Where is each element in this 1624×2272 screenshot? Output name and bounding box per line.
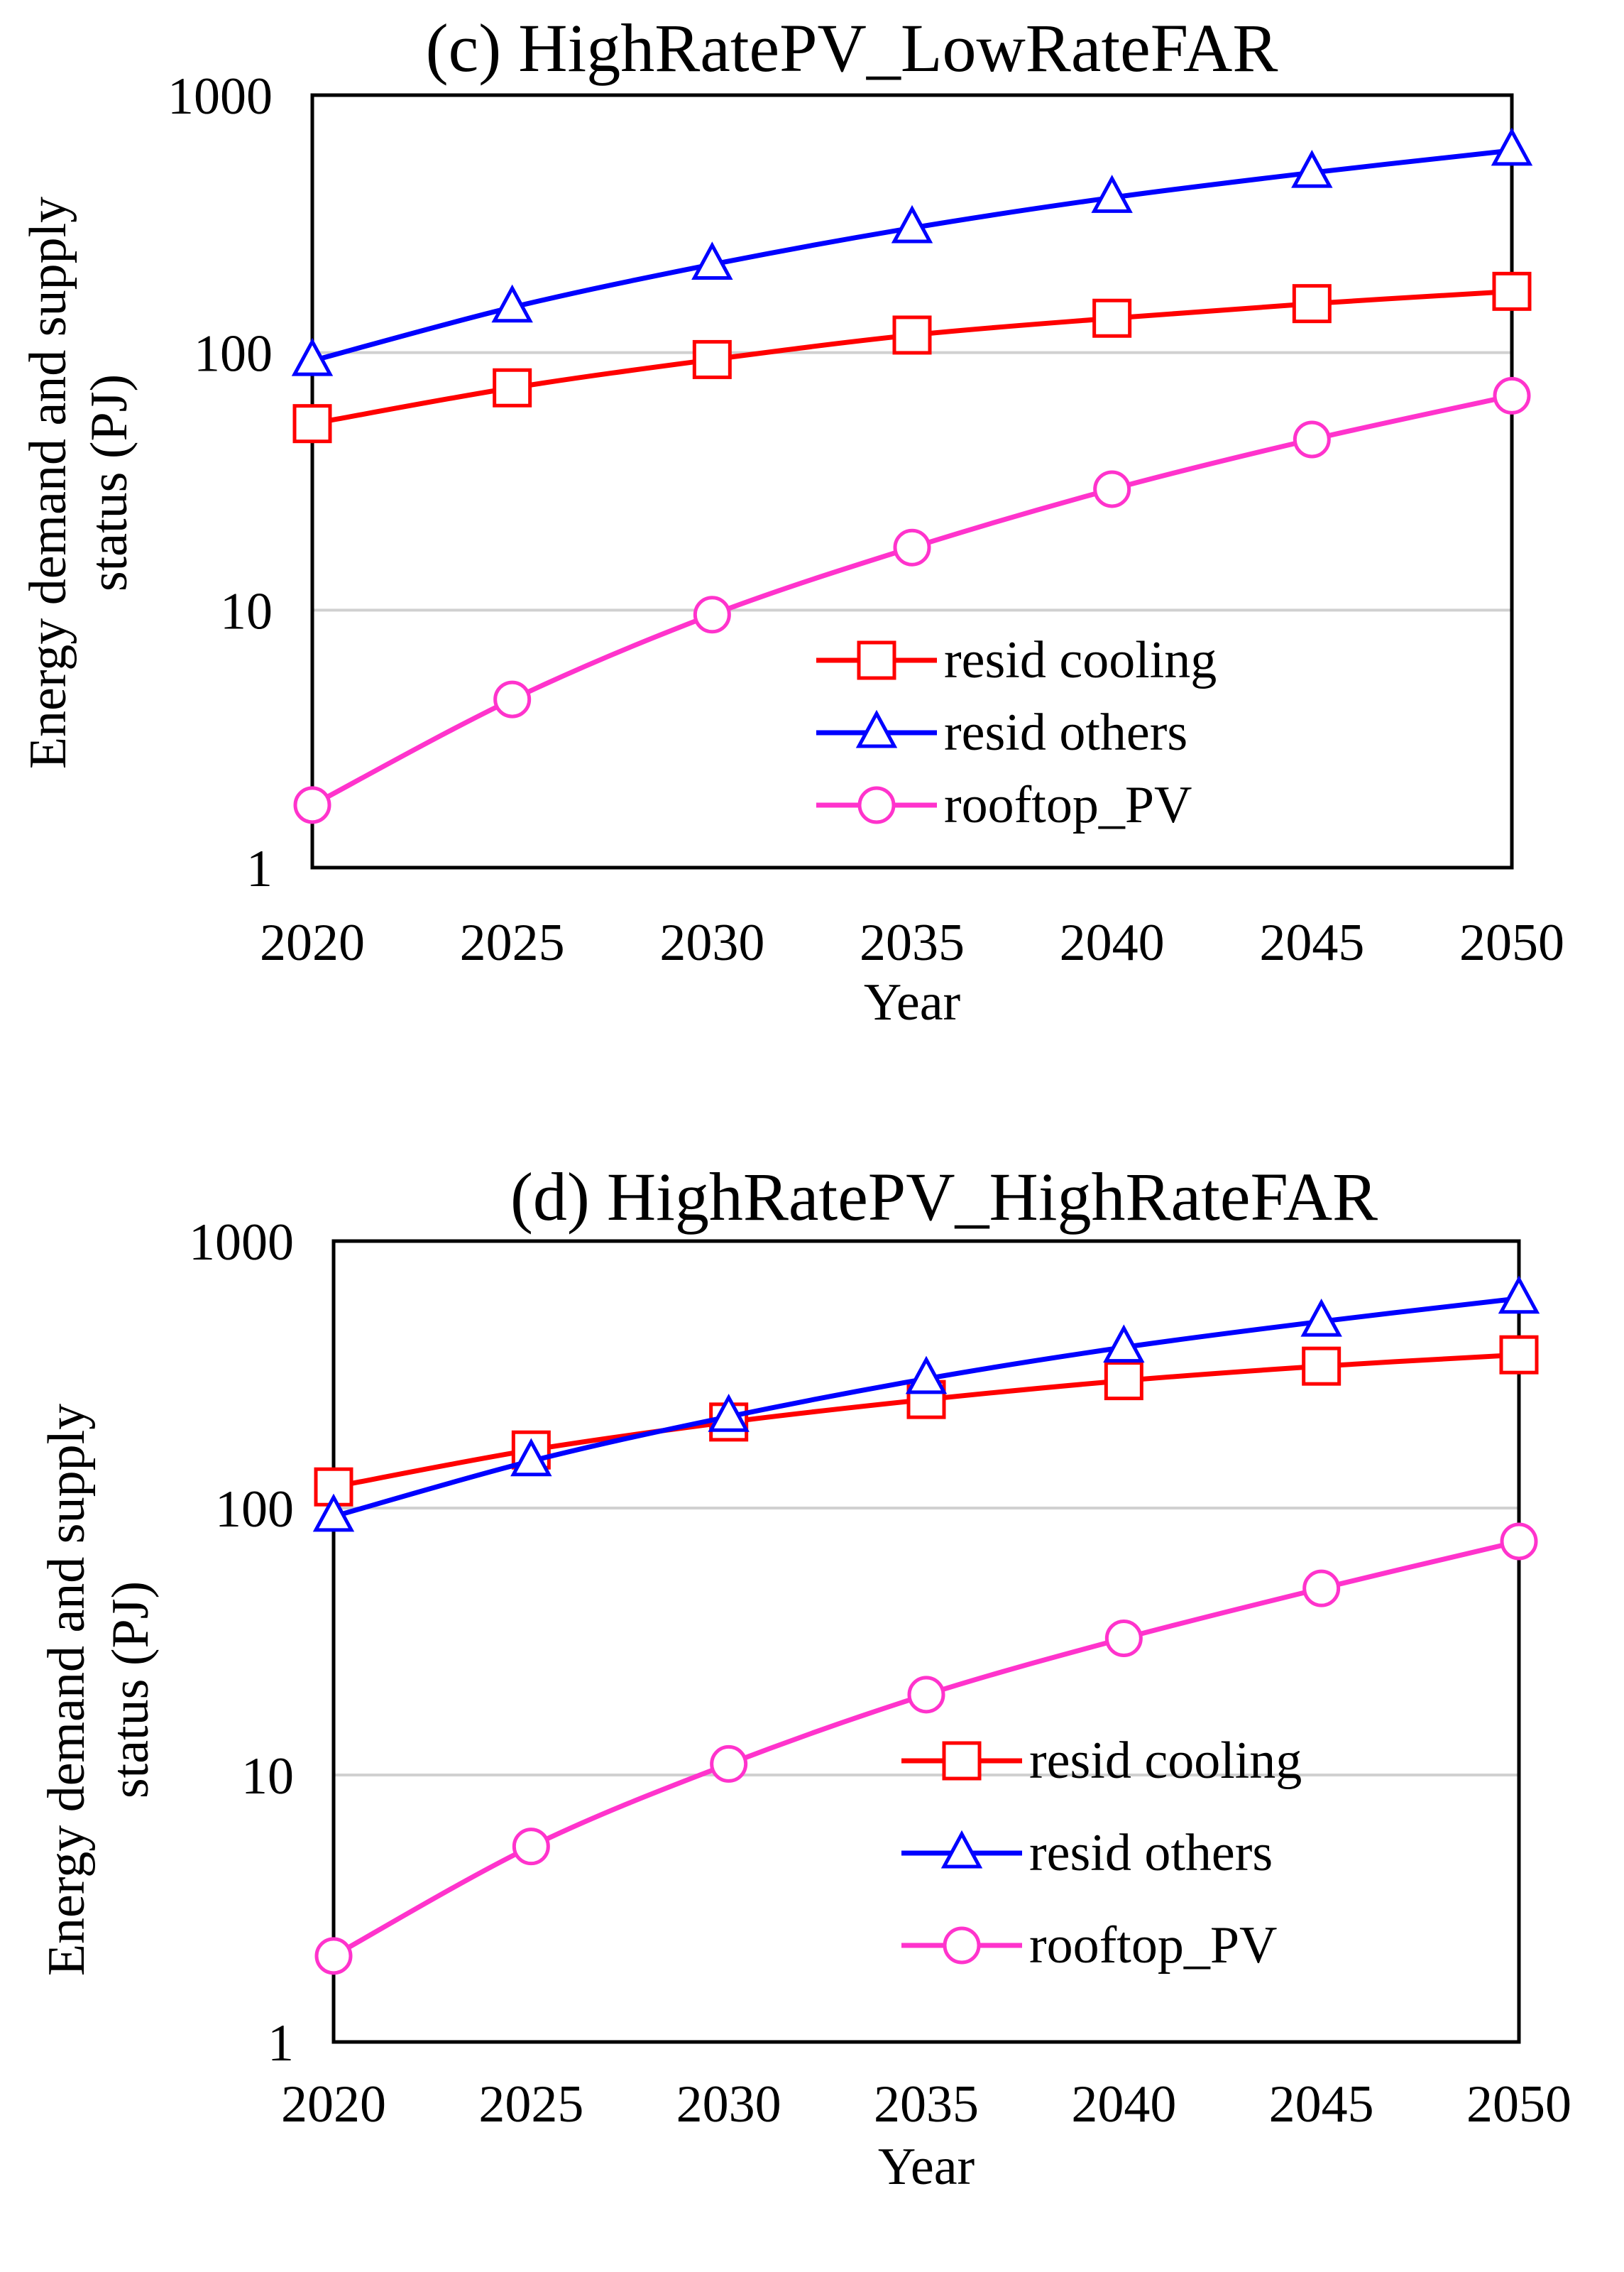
chart-c: (c) HighRatePV_LowRateFAR 1 10 100 1000 2020 2… [19, 10, 1564, 1032]
c-point-rooftop-pv-2040 [1093, 470, 1131, 508]
c-point-resid-others-2050 [1491, 127, 1533, 166]
c-y-tick-label: 1 [246, 840, 273, 898]
c-y-tick-label: 100 [194, 325, 273, 383]
d-point-resid-cooling-2040 [1104, 1361, 1143, 1401]
chart-c-svg: (c) HighRatePV_LowRateFAR 1 10 100 1000 2020 2… [19, 10, 1564, 1032]
d-point-resid-others-2045 [1300, 1298, 1342, 1337]
c-chart-title: (c) HighRatePV_LowRateFAR [426, 10, 1278, 86]
d-point-rooftop-pv-2050 [1500, 1522, 1538, 1561]
c-point-rooftop-pv-2020 [293, 786, 331, 824]
c-legend-marker-resid-others [855, 709, 898, 748]
c-point-resid-cooling-2040 [1092, 298, 1132, 338]
d-chart-title: (d) HighRatePV_HighRateFAR [510, 1159, 1378, 1235]
d-y-axis-label: Energy demand and supply [38, 1404, 96, 1976]
c-point-rooftop-pv-2050 [1493, 376, 1531, 415]
c-y-tick-label: 1000 [168, 67, 273, 126]
c-point-rooftop-pv-2035 [893, 528, 931, 567]
d-point-resid-others-2025 [510, 1438, 552, 1477]
d-legend-marker-rooftop-pv [943, 1926, 981, 1965]
d-plot-frame [331, 1239, 1521, 2044]
d-series-line-rooftop-pv [332, 1539, 1520, 1958]
d-y-tick-label: 1 [268, 2014, 294, 2072]
c-legend-label-resid-others: resid others [944, 704, 1187, 762]
c-x-axis-label: Year [864, 973, 960, 1032]
d-legend-label-resid-cooling: resid cooling [1029, 1732, 1302, 1790]
d-x-tick-label: 2035 [874, 2075, 979, 2134]
d-x-tick-label: 2050 [1466, 2075, 1571, 2134]
c-legend-marker-rooftop-pv [857, 786, 896, 824]
c-point-resid-cooling-2025 [493, 368, 532, 408]
c-x-tick-label: 2020 [260, 914, 365, 972]
d-point-resid-others-2050 [1498, 1275, 1540, 1314]
c-y-axis-label-line2: status (PJ) [80, 374, 138, 591]
d-legend-label-rooftop-pv: rooftop_PV [1029, 1916, 1277, 1975]
c-x-tick-label: 2025 [460, 914, 565, 972]
c-series-line-rooftop-pv [311, 393, 1513, 807]
c-legend-label-resid-cooling: resid cooling [944, 631, 1217, 689]
c-point-rooftop-pv-2030 [693, 596, 731, 634]
d-point-rooftop-pv-2025 [512, 1828, 550, 1866]
d-point-resid-others-2020 [312, 1493, 355, 1532]
d-point-rooftop-pv-2040 [1104, 1620, 1143, 1658]
c-x-tick-label: 2045 [1259, 914, 1364, 972]
c-x-tick-label: 2050 [1459, 914, 1564, 972]
d-point-resid-others-2030 [708, 1394, 750, 1432]
d-point-resid-others-2040 [1103, 1324, 1145, 1363]
d-legend-marker-resid-cooling [942, 1741, 982, 1781]
d-x-tick-label: 2040 [1071, 2075, 1176, 2134]
d-point-resid-others-2035 [905, 1355, 948, 1394]
chart-d-svg: (d) HighRatePV_HighRateFAR 1 10 100 1000 2020… [38, 1159, 1571, 2196]
d-point-rooftop-pv-2035 [907, 1676, 945, 1714]
c-point-resid-others-2025 [491, 284, 533, 323]
c-legend-label-rooftop-pv: rooftop_PV [944, 776, 1192, 834]
d-y-tick-label: 1000 [189, 1213, 294, 1272]
c-point-rooftop-pv-2025 [493, 680, 532, 719]
c-point-resid-others-2030 [691, 241, 733, 280]
c-point-resid-others-2035 [891, 204, 933, 244]
c-x-tick-label: 2040 [1060, 914, 1165, 972]
c-point-resid-cooling-2030 [692, 339, 732, 379]
c-plot-frame [310, 93, 1514, 870]
d-x-tick-label: 2045 [1269, 2075, 1374, 2134]
d-x-tick-label: 2020 [281, 2075, 386, 2134]
d-point-resid-cooling-2045 [1302, 1346, 1342, 1386]
chart-d: (d) HighRatePV_HighRateFAR 1 10 100 1000 2020… [0, 1136, 1624, 2272]
d-y-tick-label: 10 [241, 1747, 294, 1806]
c-legend-marker-resid-cooling [857, 640, 896, 680]
c-point-rooftop-pv-2045 [1293, 420, 1331, 459]
d-x-tick-label: 2025 [478, 2075, 583, 2134]
c-point-resid-others-2040 [1091, 175, 1133, 213]
c-y-axis-label: Energy demand and supply [19, 197, 77, 769]
c-point-resid-others-2045 [1291, 149, 1333, 188]
d-point-rooftop-pv-2030 [710, 1744, 748, 1783]
d-point-resid-cooling-2050 [1499, 1335, 1539, 1375]
d-legend-label-resid-others: resid others [1029, 1824, 1273, 1882]
c-x-tick-label: 2035 [860, 914, 965, 972]
c-point-resid-cooling-2045 [1292, 284, 1332, 324]
c-x-tick-label: 2030 [659, 914, 764, 972]
d-x-tick-label: 2030 [676, 2075, 781, 2134]
c-point-resid-cooling-2035 [892, 315, 932, 355]
c-point-resid-cooling-2050 [1492, 271, 1532, 311]
d-x-axis-label: Year [878, 2138, 975, 2196]
d-y-axis-label-line2: status (PJ) [102, 1581, 160, 1798]
c-point-resid-others-2020 [291, 337, 334, 376]
c-y-tick-label: 10 [220, 582, 273, 640]
d-point-rooftop-pv-2020 [314, 1937, 353, 1975]
d-y-tick-label: 100 [215, 1480, 294, 1539]
c-point-resid-cooling-2020 [292, 404, 332, 444]
d-legend-marker-resid-others [940, 1830, 983, 1869]
d-point-rooftop-pv-2045 [1302, 1569, 1341, 1607]
